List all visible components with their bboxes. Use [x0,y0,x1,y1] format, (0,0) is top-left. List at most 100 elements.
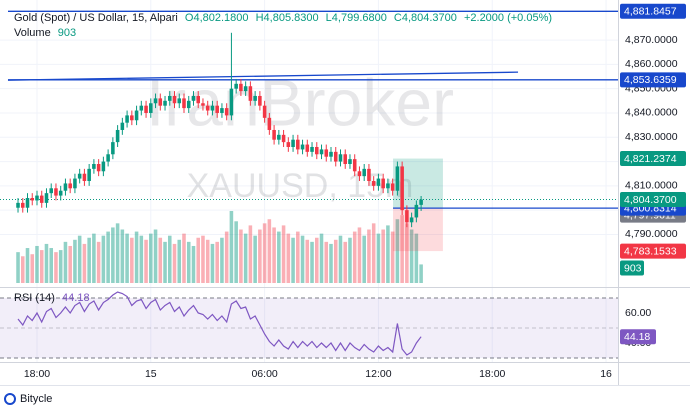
candle-body [167,95,172,101]
rsi-header: RSI (14) 44.18 [14,292,94,304]
volume-bar [319,233,324,283]
candle-body [386,183,390,189]
volume-bar [210,243,215,283]
candle-body [30,198,35,201]
price-line-label-bg [620,72,686,88]
volume-bar [405,223,409,283]
volume-bar [20,256,25,283]
volume-bar [182,233,186,283]
volume-bar [281,225,286,283]
rsi-line [17,291,422,356]
volume-bar [362,235,366,283]
candle-body [267,117,272,130]
volume-bar [291,237,295,283]
candle-body [409,217,414,223]
volume-bar [262,223,267,283]
symbol: Gold (Spot) / US Dollar, 15, Alpari [14,12,178,24]
candle-body [130,115,134,121]
candle-body [125,115,129,123]
stop-label: 4,783.1533 [624,245,677,257]
candle-body [163,100,167,106]
volume-bar [367,229,371,283]
watermark-brand: IranBroker [146,65,454,139]
candle-body [77,173,82,179]
candle-body [296,139,300,150]
volume-bar [414,233,419,283]
y-tick-label: 4,810.0000 [625,180,678,192]
volume-bar [310,241,314,283]
volume-bar [167,235,172,283]
candle-body [338,154,343,162]
candle-body [390,183,395,191]
volume-badge-bg [620,260,644,276]
volume-bar [343,241,348,283]
rsi-band [0,298,618,358]
candle-body [111,142,115,155]
ohlc-high: H4,805.8300 [255,12,319,24]
candle-body [395,166,400,191]
volume-bar [130,237,134,283]
candle-body [35,195,39,201]
footer-logo [4,393,16,405]
volume-bar [35,245,39,283]
volume-bar [419,264,423,283]
candle-body [243,86,248,92]
volume-bar [234,221,238,283]
candle-body [343,154,348,164]
candle-body [101,161,106,172]
candle-body [357,171,362,177]
candle-body [39,195,44,203]
last-price-label: 4,804.3700 [624,194,677,206]
candle-body [310,146,314,152]
candle-body [352,159,357,172]
volume-bar [144,239,148,283]
volume-bar [324,241,329,283]
volume-bar [87,237,91,283]
volume-bar [63,241,68,283]
volume-bar [134,231,139,283]
candle-body [253,95,257,101]
candle-body [54,188,58,196]
candle-body [186,100,191,109]
candle-body [82,173,87,182]
rsi-badge: 44.18 [624,331,650,343]
y-tick-label: 4,840.0000 [625,107,678,119]
volume-bar [329,243,333,283]
candle-body [376,178,381,186]
volume-value: 903 [57,27,77,39]
volume-bar [300,235,305,283]
price-line-label-bg [620,3,686,19]
volume-bar [101,235,106,283]
candle-body [286,142,291,147]
volume-bar [224,231,229,283]
candle-body [291,139,295,147]
ohlc-change: +2.2000 (+0.05%) [463,12,553,24]
candle-body [177,98,182,104]
footer-text: Bitycle [20,393,52,405]
y-tick-label: 4,870.0000 [625,34,678,46]
candle-body [371,181,376,186]
candle-body [414,204,419,218]
volume-bar [177,239,182,283]
volume-badge: 903 [624,262,642,274]
volume-bar [139,235,144,283]
x-tick-label: 12:00 [365,368,391,380]
candle-body [234,83,238,89]
volume-bar [92,233,96,283]
volume-header: Volume 903 [14,27,80,39]
candle-body [182,98,186,109]
candle-body [25,198,30,208]
candle-body [106,154,110,162]
candle-body [300,144,305,150]
x-tick-label: 15 [145,368,157,380]
candle-body [224,108,229,116]
volume-bar [205,239,210,283]
volume-bar [390,231,395,283]
candle-body [215,105,219,113]
rsi-badge-bg [620,329,656,345]
candle-body [405,210,409,223]
volume-bar [395,219,400,283]
volume-bar [49,248,53,283]
candle-body [149,103,153,113]
